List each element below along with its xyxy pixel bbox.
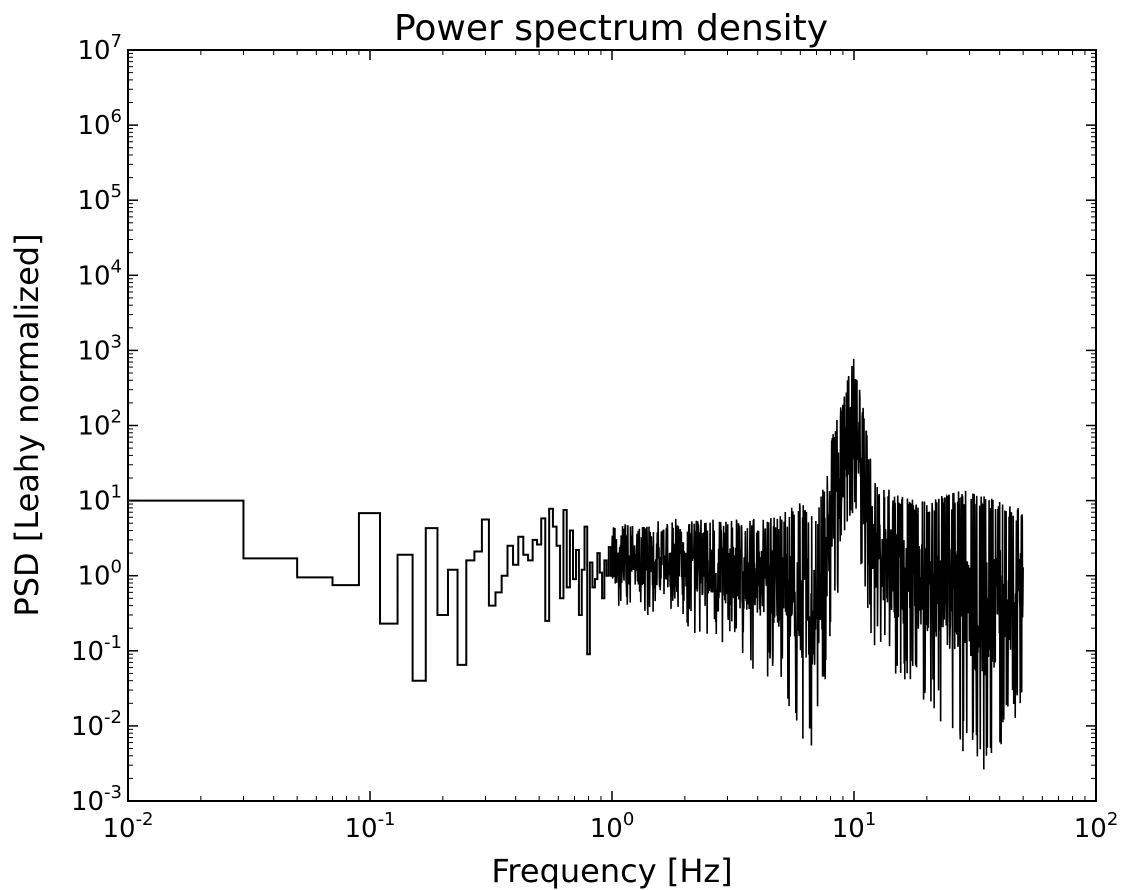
y-tick-label: 10-2 <box>71 707 122 742</box>
y-tick-label: 10-3 <box>71 782 122 817</box>
y-tick-label: 106 <box>77 106 122 141</box>
chart-title: Power spectrum density <box>394 8 828 49</box>
y-tick-label: 102 <box>77 407 122 442</box>
y-tick-label: 105 <box>77 181 122 216</box>
plot-frame <box>127 49 1097 802</box>
y-tick-label: 104 <box>77 256 122 291</box>
y-axis-label: PSD [Leahy normalized] <box>8 233 46 616</box>
y-tick-label: 107 <box>77 31 122 66</box>
x-tick-label: 101 <box>832 809 877 844</box>
x-tick-label: 102 <box>1074 809 1119 844</box>
plot-area <box>127 49 1097 802</box>
x-axis-label: Frequency [Hz] <box>491 852 732 890</box>
y-axis-ticks: 10-3 10-2 10-1 100 101 102 103 104 105 106 107 <box>71 31 1096 817</box>
y-tick-label: 100 <box>77 557 122 592</box>
x-tick-label: 10-1 <box>344 809 395 844</box>
x-tick-label: 10-2 <box>102 809 153 844</box>
psd-high-freq-trace <box>611 358 1024 770</box>
y-tick-label: 101 <box>77 482 122 517</box>
psd-steps-low-freq <box>128 499 614 682</box>
series-layer <box>128 358 1024 770</box>
x-axis-ticks: 10-2 10-1 100 101 102 <box>102 50 1118 844</box>
x-tick-label: 100 <box>590 809 635 844</box>
y-tick-label: 10-1 <box>71 632 122 667</box>
y-tick-label: 103 <box>77 331 122 366</box>
